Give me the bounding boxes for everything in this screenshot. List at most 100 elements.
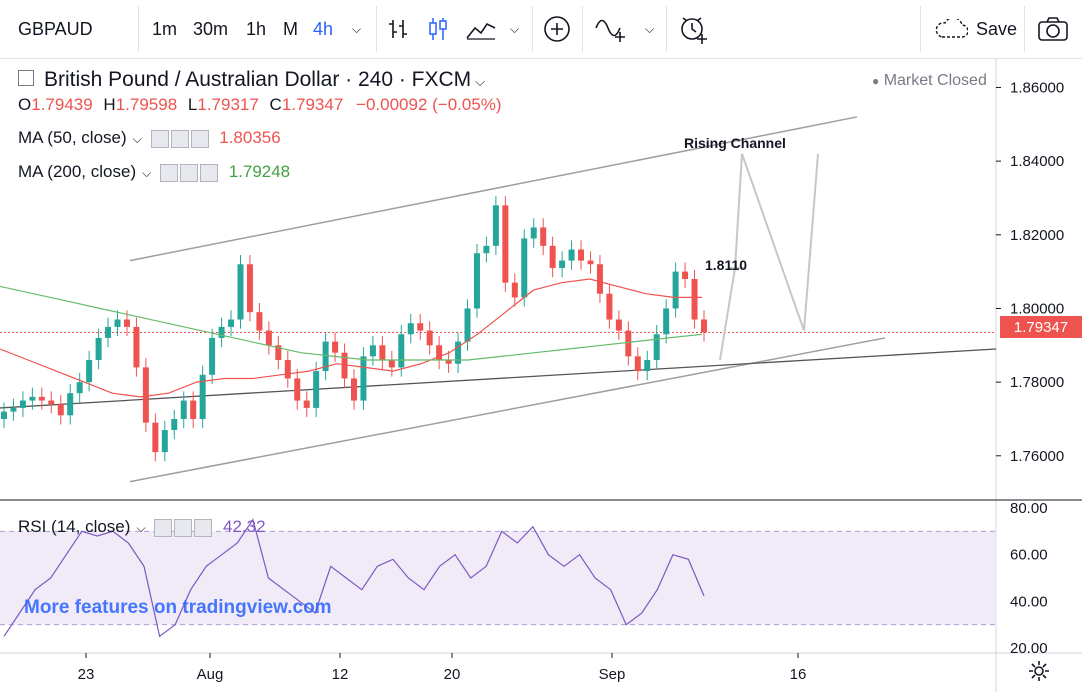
interval-M[interactable]: M [283, 18, 298, 39]
add-compare-icon[interactable] [543, 0, 571, 58]
candle-body [284, 360, 291, 379]
area-chart-icon[interactable] [466, 0, 496, 58]
interval-1m[interactable]: 1m [152, 18, 178, 39]
candle-body [701, 319, 707, 333]
candle-body [228, 319, 235, 327]
candle-body [483, 245, 490, 254]
collapse-icon[interactable] [18, 70, 34, 87]
candle-body [1, 411, 7, 419]
chevron-down-icon[interactable]: ⌵ [142, 166, 152, 180]
chevron-down-icon[interactable]: ⌵ [645, 21, 655, 36]
candle-body [568, 249, 575, 261]
price-tick-label: 1.86000 [1010, 79, 1064, 96]
time-tick-label: 16 [790, 666, 807, 683]
channel-upper-line[interactable] [129, 116, 858, 262]
price-tick-label: 1.80000 [1010, 300, 1064, 317]
candle-body [436, 345, 443, 361]
close-icon [199, 163, 218, 182]
candle-body [105, 326, 112, 338]
interval-30m[interactable]: 30m [193, 18, 229, 39]
candles-icon[interactable] [427, 0, 449, 58]
candle-body [492, 205, 499, 246]
camera-icon[interactable] [1038, 0, 1068, 58]
price-tick-label: 1.76000 [1010, 448, 1064, 465]
save-button[interactable]: Save [934, 0, 1017, 58]
candle-body [464, 308, 471, 342]
ma50-line [0, 278, 702, 398]
candle-body [407, 323, 414, 335]
price-tick-label: 1.82000 [1010, 227, 1064, 244]
candle-body [634, 356, 641, 372]
interval-4h[interactable]: 4h [313, 18, 334, 39]
symbol-search[interactable]: GBPAUD [18, 0, 93, 58]
candle-body [341, 352, 348, 379]
ma200-legend[interactable]: MA (200, close) ⌵ 1.79248 [18, 162, 290, 182]
candle-body [67, 393, 74, 416]
candle-body [76, 382, 83, 394]
gear-icon [174, 518, 193, 537]
candle-body [502, 205, 509, 283]
time-tick-label: 12 [332, 666, 349, 683]
cloud-icon [935, 19, 968, 38]
rsi-tick-label: 20.00 [1010, 640, 1048, 657]
candle-body [417, 323, 424, 331]
chart-title[interactable]: British Pound / Australian Dollar · 240 … [44, 68, 472, 91]
close-value: 1.79347 [281, 95, 344, 114]
candle-body [332, 341, 339, 353]
indicators-icon[interactable] [595, 0, 629, 58]
rising-channel-annotation[interactable]: Rising Channel [684, 135, 786, 151]
watermark-link[interactable]: More features on tradingview.com [24, 597, 332, 619]
top-toolbar: GBPAUD 1m 30m 1h M 4h ⌵ ⌵ ⌵ Save [0, 0, 1082, 59]
candle-body [237, 264, 244, 320]
candle-body [218, 326, 225, 338]
alert-icon[interactable] [678, 0, 710, 58]
indicator-controls[interactable] [154, 518, 213, 537]
candle-body [246, 264, 253, 313]
candle-body [587, 260, 594, 265]
candle-body [265, 330, 272, 346]
toolbar-divider [666, 6, 667, 52]
candle-body [351, 378, 357, 401]
watermark-label: More features on tradingview.com [24, 597, 332, 618]
candle-body [426, 330, 433, 346]
close-icon [190, 129, 209, 148]
candle-body [379, 345, 386, 361]
support-line[interactable] [0, 348, 997, 409]
market-status-label: Market Closed [883, 72, 987, 89]
rsi-tick-label: 60.00 [1010, 547, 1048, 564]
target-annotation[interactable]: 1.8110 [705, 257, 747, 273]
price-tick-label: 1.84000 [1010, 153, 1064, 170]
gear-icon [170, 129, 189, 148]
chevron-down-icon[interactable]: ⌵ [132, 132, 142, 146]
rsi-tick-label: 80.00 [1010, 500, 1048, 517]
bar-style-icon[interactable] [388, 0, 410, 58]
candle-body [152, 422, 159, 453]
channel-lower-line[interactable] [129, 337, 886, 483]
chevron-down-icon[interactable]: ⌵ [475, 74, 486, 89]
ohlc-row: O1.79439 H1.79598 L1.79317 C1.79347 −0.0… [18, 95, 502, 114]
gear-icon[interactable] [1028, 660, 1050, 687]
candle-body [123, 319, 130, 327]
candle-body [578, 249, 585, 261]
eye-icon [159, 163, 178, 182]
rsi-label: RSI (14, close) [18, 517, 131, 536]
interval-1h[interactable]: 1h [246, 18, 267, 39]
indicator-controls[interactable] [159, 163, 218, 182]
rsi-legend[interactable]: RSI (14, close) ⌵ 42.32 [18, 517, 266, 537]
current-price-badge: 1.79347 [1000, 316, 1082, 338]
chevron-down-icon[interactable]: ⌵ [352, 21, 362, 36]
indicator-controls[interactable] [150, 129, 209, 148]
candle-body [38, 396, 45, 401]
candle-body [19, 400, 26, 408]
chevron-down-icon[interactable]: ⌵ [510, 21, 520, 36]
toolbar-divider [1024, 6, 1025, 52]
gear-icon [179, 163, 198, 182]
price-chart[interactable]: 1.86000 1.84000 1.82000 1.80000 1.78000 1.760… [0, 58, 1082, 692]
candle-body [455, 341, 462, 364]
chevron-down-icon[interactable]: ⌵ [136, 521, 146, 535]
high-value: 1.79598 [115, 95, 178, 114]
projection-path[interactable] [719, 153, 819, 361]
time-tick-label: 20 [444, 666, 461, 683]
open-value: 1.79439 [31, 95, 93, 114]
ma50-legend[interactable]: MA (50, close) ⌵ 1.80356 [18, 128, 281, 148]
